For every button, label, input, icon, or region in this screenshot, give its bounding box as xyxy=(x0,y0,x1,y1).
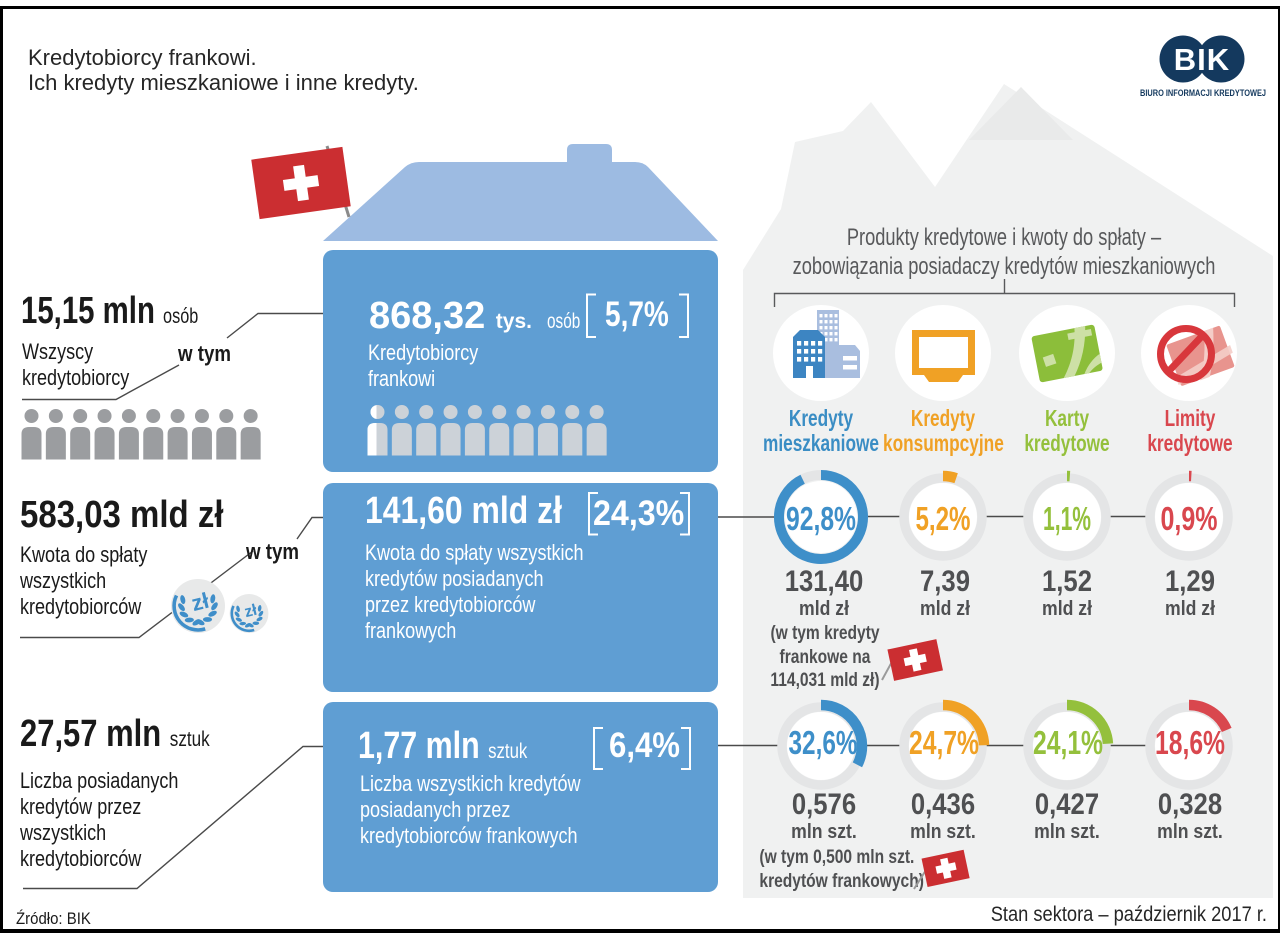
svg-text:1,1%: 1,1% xyxy=(1043,500,1091,537)
svg-text:24,1%: 24,1% xyxy=(1033,724,1103,761)
svg-text:5,2%: 5,2% xyxy=(916,500,971,537)
svg-text:0,9%: 0,9% xyxy=(1161,500,1218,537)
svg-text:18,6%: 18,6% xyxy=(1155,724,1225,761)
svg-text:zł: zł xyxy=(243,602,260,622)
svg-text:32,6%: 32,6% xyxy=(789,724,858,761)
svg-text:BIURO INFORMACJI KREDYTOWEJ: BIURO INFORMACJI KREDYTOWEJ xyxy=(1140,88,1266,99)
svg-text:zł: zł xyxy=(189,588,212,616)
svg-text:92,8%: 92,8% xyxy=(786,500,856,537)
svg-text:24,7%: 24,7% xyxy=(909,724,979,761)
svg-text:BIK: BIK xyxy=(1174,42,1230,77)
